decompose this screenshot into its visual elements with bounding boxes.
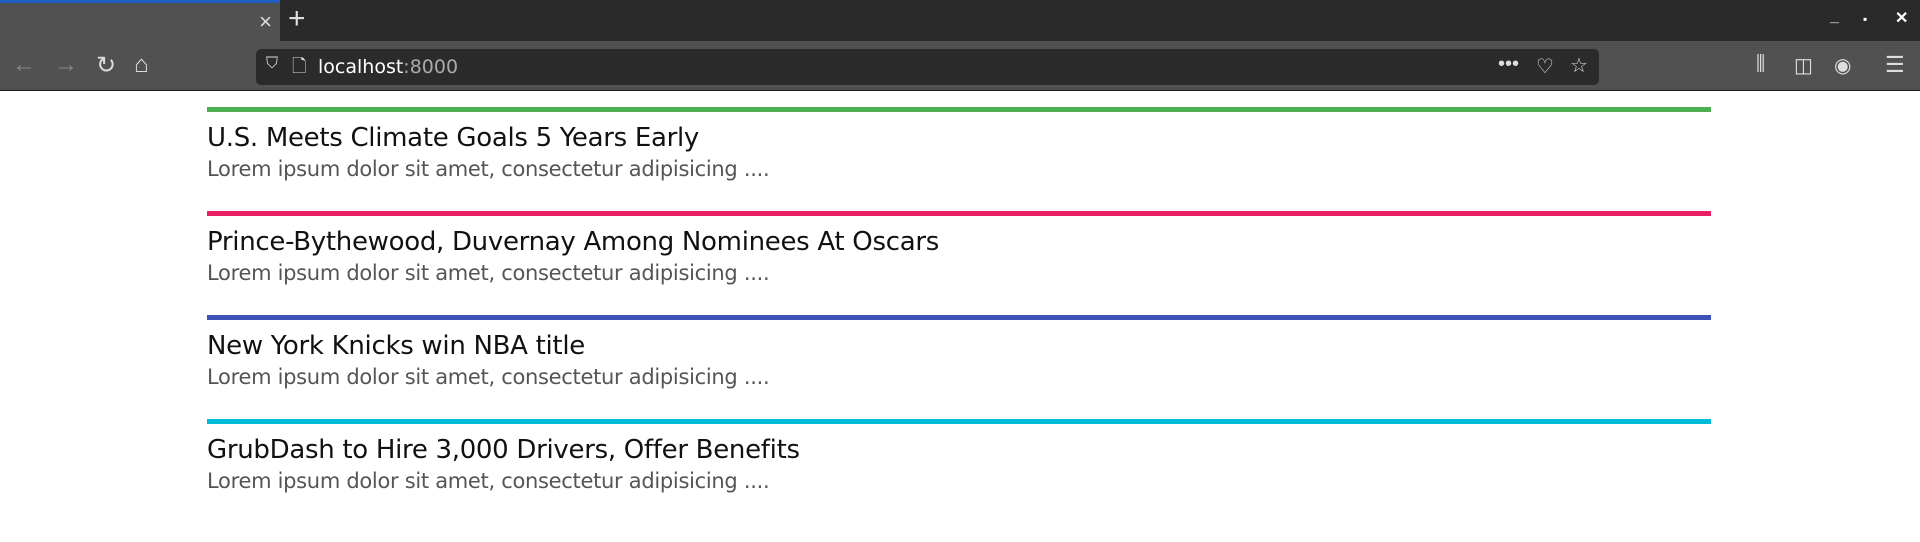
article-item[interactable]: New York Knicks win NBA title Lorem ipsu…	[207, 315, 1711, 392]
tab-strip: × + _ ▪ ✕	[0, 0, 1920, 41]
article-item[interactable]: GrubDash to Hire 3,000 Drivers, Offer Be…	[207, 419, 1711, 496]
article-title[interactable]: New York Knicks win NBA title	[207, 331, 585, 361]
article-summary: Lorem ipsum dolor sit amet, consectetur …	[207, 157, 770, 181]
article-item[interactable]: U.S. Meets Climate Goals 5 Years Early L…	[207, 107, 1711, 184]
library-icon[interactable]: ⫼	[1756, 53, 1766, 75]
close-tab-icon[interactable]: ×	[259, 9, 272, 34]
active-tab[interactable]: ×	[0, 0, 280, 41]
sidebar-icon[interactable]: ◫	[1794, 55, 1813, 77]
article-title[interactable]: Prince-Bythewood, Duvernay Among Nominee…	[207, 227, 939, 257]
url-port: :8000	[403, 56, 459, 78]
page-icon: 🗋	[292, 56, 307, 76]
reload-icon[interactable]: ↻	[96, 52, 117, 79]
account-icon[interactable]: ◉	[1834, 55, 1852, 77]
pocket-icon[interactable]: ♡	[1536, 56, 1554, 78]
toolbar: ← → ↻ ⌂ ⛉ 🗋 localhost:8000 ••• ♡ ☆ ⫼ ◫ ◉…	[0, 41, 1920, 91]
home-icon[interactable]: ⌂	[134, 51, 149, 78]
back-icon[interactable]: ←	[12, 51, 36, 78]
article-color-bar	[207, 315, 1711, 320]
article-summary: Lorem ipsum dolor sit amet, consectetur …	[207, 261, 770, 285]
article-summary: Lorem ipsum dolor sit amet, consectetur …	[207, 365, 770, 389]
article-title[interactable]: GrubDash to Hire 3,000 Drivers, Offer Be…	[207, 435, 800, 465]
url-host: localhost	[318, 56, 404, 78]
more-icon[interactable]: •••	[1498, 53, 1520, 75]
bookmark-star-icon[interactable]: ☆	[1570, 55, 1588, 77]
forward-icon[interactable]: →	[54, 51, 78, 78]
article-summary: Lorem ipsum dolor sit amet, consectetur …	[207, 469, 770, 493]
article-item[interactable]: Prince-Bythewood, Duvernay Among Nominee…	[207, 211, 1711, 288]
article-color-bar	[207, 107, 1711, 112]
menu-icon[interactable]: ☰	[1885, 52, 1905, 77]
maximize-icon[interactable]: ▪	[1863, 12, 1868, 26]
article-color-bar	[207, 419, 1711, 424]
new-tab-button[interactable]: +	[288, 2, 306, 35]
article-title[interactable]: U.S. Meets Climate Goals 5 Years Early	[207, 123, 700, 153]
article-color-bar	[207, 211, 1711, 216]
minimize-icon[interactable]: _	[1830, 8, 1839, 25]
close-window-icon[interactable]: ✕	[1895, 10, 1909, 27]
shield-icon[interactable]: ⛉	[266, 55, 279, 72]
url-bar[interactable]: ⛉ 🗋 localhost:8000 ••• ♡ ☆	[256, 49, 1599, 85]
